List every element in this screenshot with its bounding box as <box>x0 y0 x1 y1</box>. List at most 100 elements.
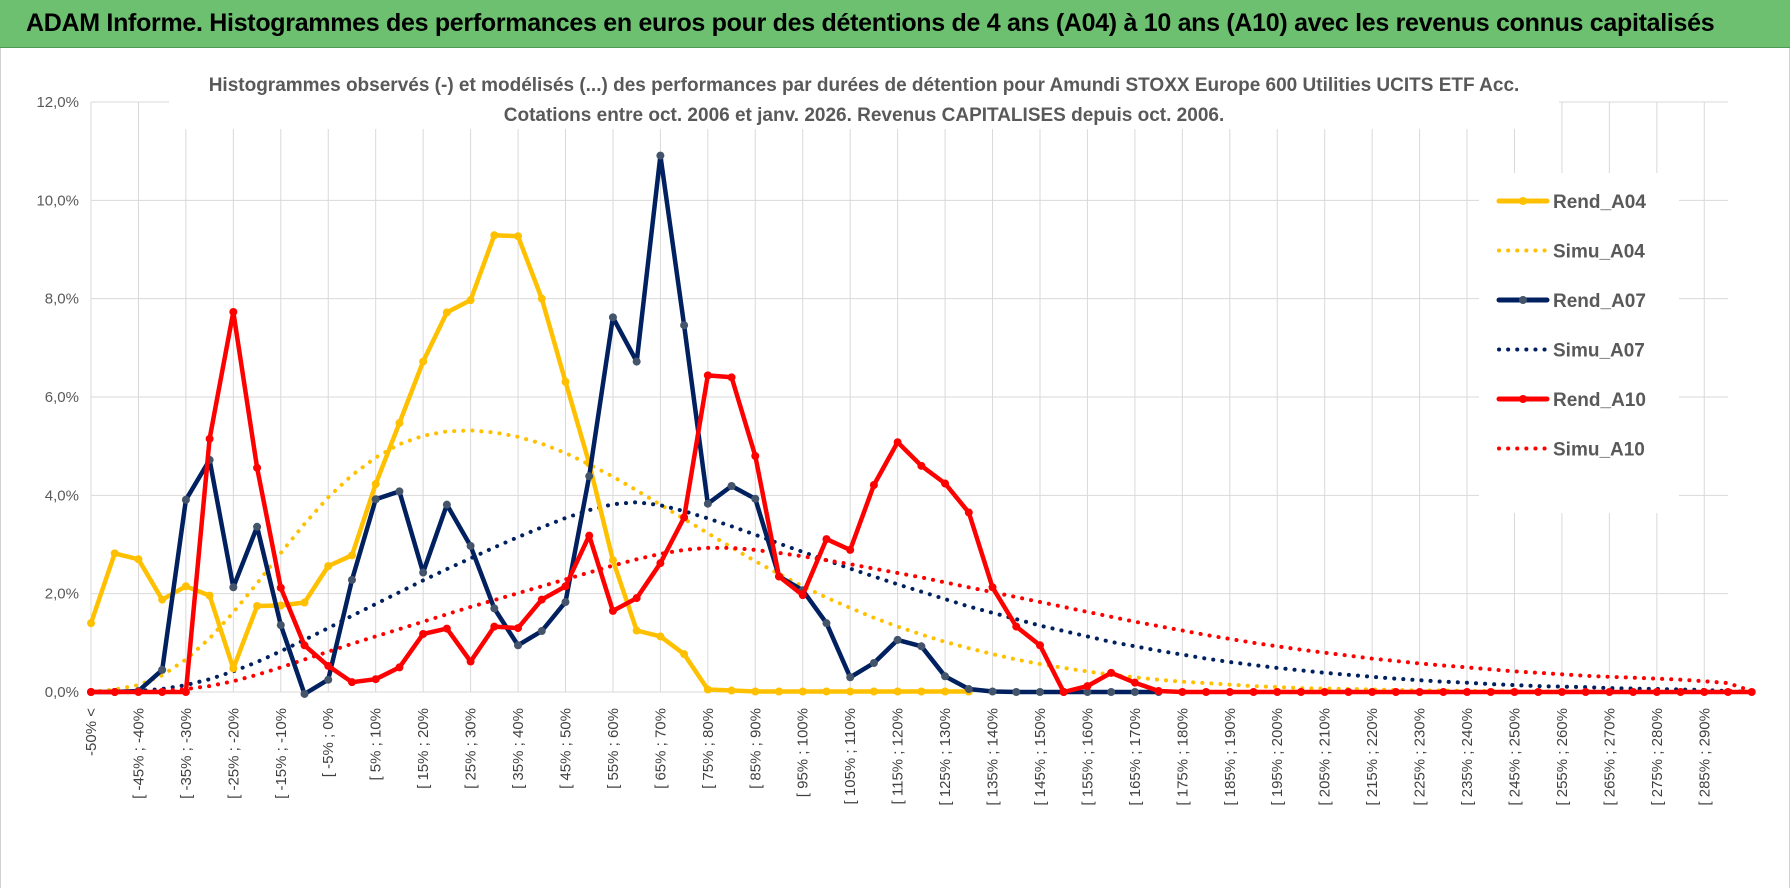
data-point-rend-a04 <box>347 551 356 560</box>
data-point-rend-a07 <box>276 621 285 630</box>
data-point-rend-a10 <box>110 688 119 696</box>
data-point-rend-a04 <box>893 687 902 696</box>
data-point-rend-a10 <box>727 373 736 382</box>
data-point-rend-a10 <box>561 582 570 591</box>
data-point-rend-a10 <box>680 513 689 522</box>
x-tick-label: [ 55% ; 60% <box>605 708 622 789</box>
x-tick-label: [ 145% ; 150% <box>1032 708 1049 806</box>
legend-marker-rend-a07 <box>1519 296 1527 304</box>
x-tick-label: [ -15% ; -10% <box>273 708 290 799</box>
data-point-rend-a07 <box>585 472 594 481</box>
data-point-rend-a04 <box>419 357 428 366</box>
data-point-rend-a10 <box>300 641 309 650</box>
x-tick-label: [ 125% ; 130% <box>937 708 954 806</box>
data-point-rend-a07 <box>537 627 546 636</box>
x-tick-label: [ 5% ; 10% <box>368 708 385 781</box>
data-point-rend-a10 <box>1557 688 1566 696</box>
data-point-rend-a04 <box>775 687 784 696</box>
legend: Rend_A04 Simu_A04 Rend_A07 Simu_A07 Rend_A10… <box>1479 173 1679 513</box>
y-tick-label: 4,0% <box>45 487 79 504</box>
data-point-rend-a04 <box>941 687 950 696</box>
y-tick-label: 8,0% <box>45 291 79 308</box>
data-point-rend-a10 <box>442 624 451 633</box>
data-point-rend-a10 <box>988 583 997 592</box>
x-tick-label: [ 285% ; 290% <box>1696 708 1713 806</box>
x-tick-label: [ 135% ; 140% <box>985 708 1002 806</box>
data-point-rend-a10 <box>87 688 95 696</box>
data-point-rend-a07 <box>846 673 855 682</box>
series-line-simu-a07 <box>89 500 1754 694</box>
data-point-rend-a04 <box>632 626 641 635</box>
x-tick-label: [ 205% ; 210% <box>1317 708 1334 806</box>
series-line-rend-a07 <box>88 153 1161 697</box>
data-point-rend-a07 <box>822 619 831 628</box>
data-point-rend-a07 <box>917 642 926 651</box>
data-point-rend-a04 <box>917 687 926 696</box>
legend-label-simu-a10: Simu_A10 <box>1553 440 1645 461</box>
y-axis-ticks: 0,0% 2,0% 4,0% 6,0% 8,0% 10,0% 12,0% <box>36 94 79 701</box>
y-tick-label: 12,0% <box>36 94 79 111</box>
data-point-rend-a07 <box>229 583 238 592</box>
data-point-rend-a10 <box>253 463 262 472</box>
data-point-rend-a10 <box>822 535 831 544</box>
data-point-rend-a10 <box>703 371 712 380</box>
chart-area: Histogrammes observés (-) et modélisés (… <box>0 48 1790 888</box>
legend-label-rend-a07: Rend_A07 <box>1553 291 1646 312</box>
data-point-rend-a04 <box>110 549 119 558</box>
x-tick-label: [ -25% ; -20% <box>225 708 242 799</box>
x-tick-label: [ 275% ; 280% <box>1649 708 1666 806</box>
data-point-rend-a10 <box>893 438 902 447</box>
x-tick-label: [ 175% ; 180% <box>1174 708 1191 806</box>
data-point-rend-a07 <box>253 522 262 531</box>
data-point-rend-a10 <box>181 688 190 696</box>
data-point-rend-a04 <box>798 687 807 696</box>
data-point-rend-a04 <box>466 296 475 305</box>
data-point-rend-a10 <box>1083 682 1092 691</box>
x-tick-label: [ 65% ; 70% <box>652 708 669 789</box>
data-point-rend-a07 <box>300 689 309 698</box>
data-point-rend-a07 <box>1012 688 1021 696</box>
data-point-rend-a07 <box>608 313 617 322</box>
y-tick-label: 0,0% <box>45 684 79 701</box>
data-point-rend-a10 <box>1296 688 1305 696</box>
x-tick-label: [ 105% ; 110% <box>842 708 859 804</box>
data-point-rend-a10 <box>632 594 641 603</box>
x-tick-label: [ 225% ; 230% <box>1412 708 1429 806</box>
data-point-rend-a04 <box>134 555 143 564</box>
data-point-rend-a04 <box>869 687 878 696</box>
data-point-rend-a10 <box>514 624 523 633</box>
data-point-rend-a10 <box>1486 688 1495 696</box>
data-point-rend-a04 <box>537 294 546 303</box>
data-point-rend-a10 <box>1107 668 1116 677</box>
data-point-rend-a07 <box>703 499 712 508</box>
data-point-rend-a10 <box>941 479 950 488</box>
data-point-rend-a10 <box>1652 688 1661 696</box>
subtitle-background <box>169 63 1559 129</box>
data-point-rend-a10 <box>1012 622 1021 631</box>
data-point-rend-a10 <box>917 461 926 470</box>
data-point-rend-a10 <box>419 629 428 638</box>
x-tick-label: [ 35% ; 40% <box>510 708 527 789</box>
data-point-rend-a07 <box>158 665 167 674</box>
x-axis-ticks: -50% < [ -45% ; -40% [ -35% ; -30% [ -25% ;… <box>83 708 1713 806</box>
data-point-rend-a10 <box>1225 688 1234 696</box>
x-tick-label: [ 215% ; 220% <box>1364 708 1381 806</box>
data-point-rend-a10 <box>869 481 878 490</box>
x-tick-label: [ 255% ; 260% <box>1554 708 1571 806</box>
data-point-rend-a04 <box>822 687 831 696</box>
data-point-rend-a07 <box>1107 688 1116 696</box>
data-point-rend-a10 <box>1273 688 1282 696</box>
data-point-rend-a10 <box>276 583 285 592</box>
data-point-rend-a07 <box>1083 688 1092 696</box>
data-point-rend-a10 <box>1700 688 1709 696</box>
series-layer <box>87 151 1756 698</box>
legend-background <box>1479 173 1679 513</box>
data-point-rend-a10 <box>490 622 499 631</box>
data-point-rend-a04 <box>87 619 95 628</box>
data-point-rend-a07 <box>395 487 404 496</box>
data-point-rend-a10 <box>1130 678 1139 687</box>
x-tick-label: [ -35% ; -30% <box>178 708 195 799</box>
data-point-rend-a04 <box>846 687 855 696</box>
data-point-rend-a10 <box>1202 688 1211 696</box>
chart-subtitle: Cotations entre oct. 2006 et janv. 2026.… <box>504 105 1224 126</box>
